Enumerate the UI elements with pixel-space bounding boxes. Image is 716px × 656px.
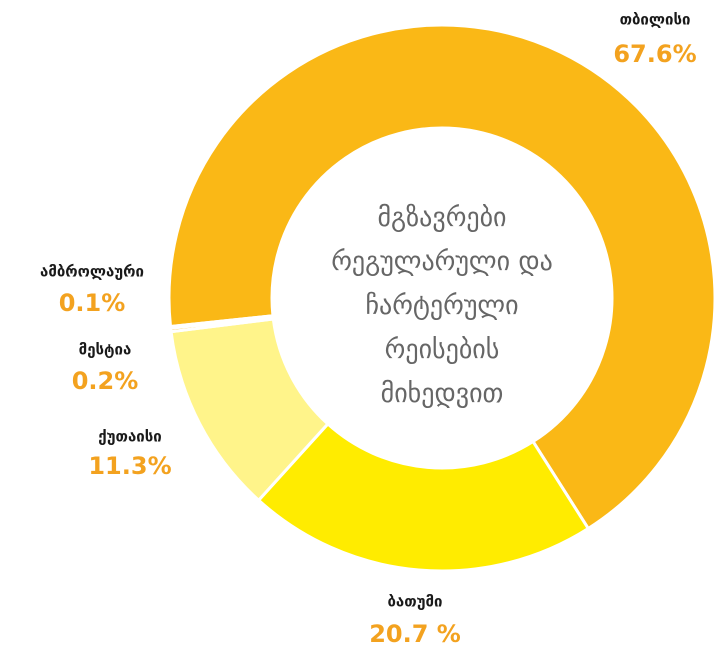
donut-segment xyxy=(168,314,275,330)
segment-name: ბათუმი xyxy=(387,593,442,611)
donut-segment xyxy=(167,23,716,531)
chart-title: მგზავრები რეგულარული და ჩარტერული რეისების მ… xyxy=(331,203,553,409)
segment-name: თბილისი xyxy=(620,11,691,29)
segment-name: ამბროლაური xyxy=(40,263,144,281)
segment-value: 20.7 % xyxy=(369,620,461,648)
segment-value: 0.1% xyxy=(59,289,126,317)
segment-value: 11.3% xyxy=(88,452,171,480)
segment-value: 67.6% xyxy=(613,40,696,68)
segment-name: მესტია xyxy=(79,341,132,359)
segment-value: 0.2% xyxy=(72,367,139,395)
segment-name: ქუთაისი xyxy=(98,428,161,446)
donut-segment xyxy=(256,421,591,573)
